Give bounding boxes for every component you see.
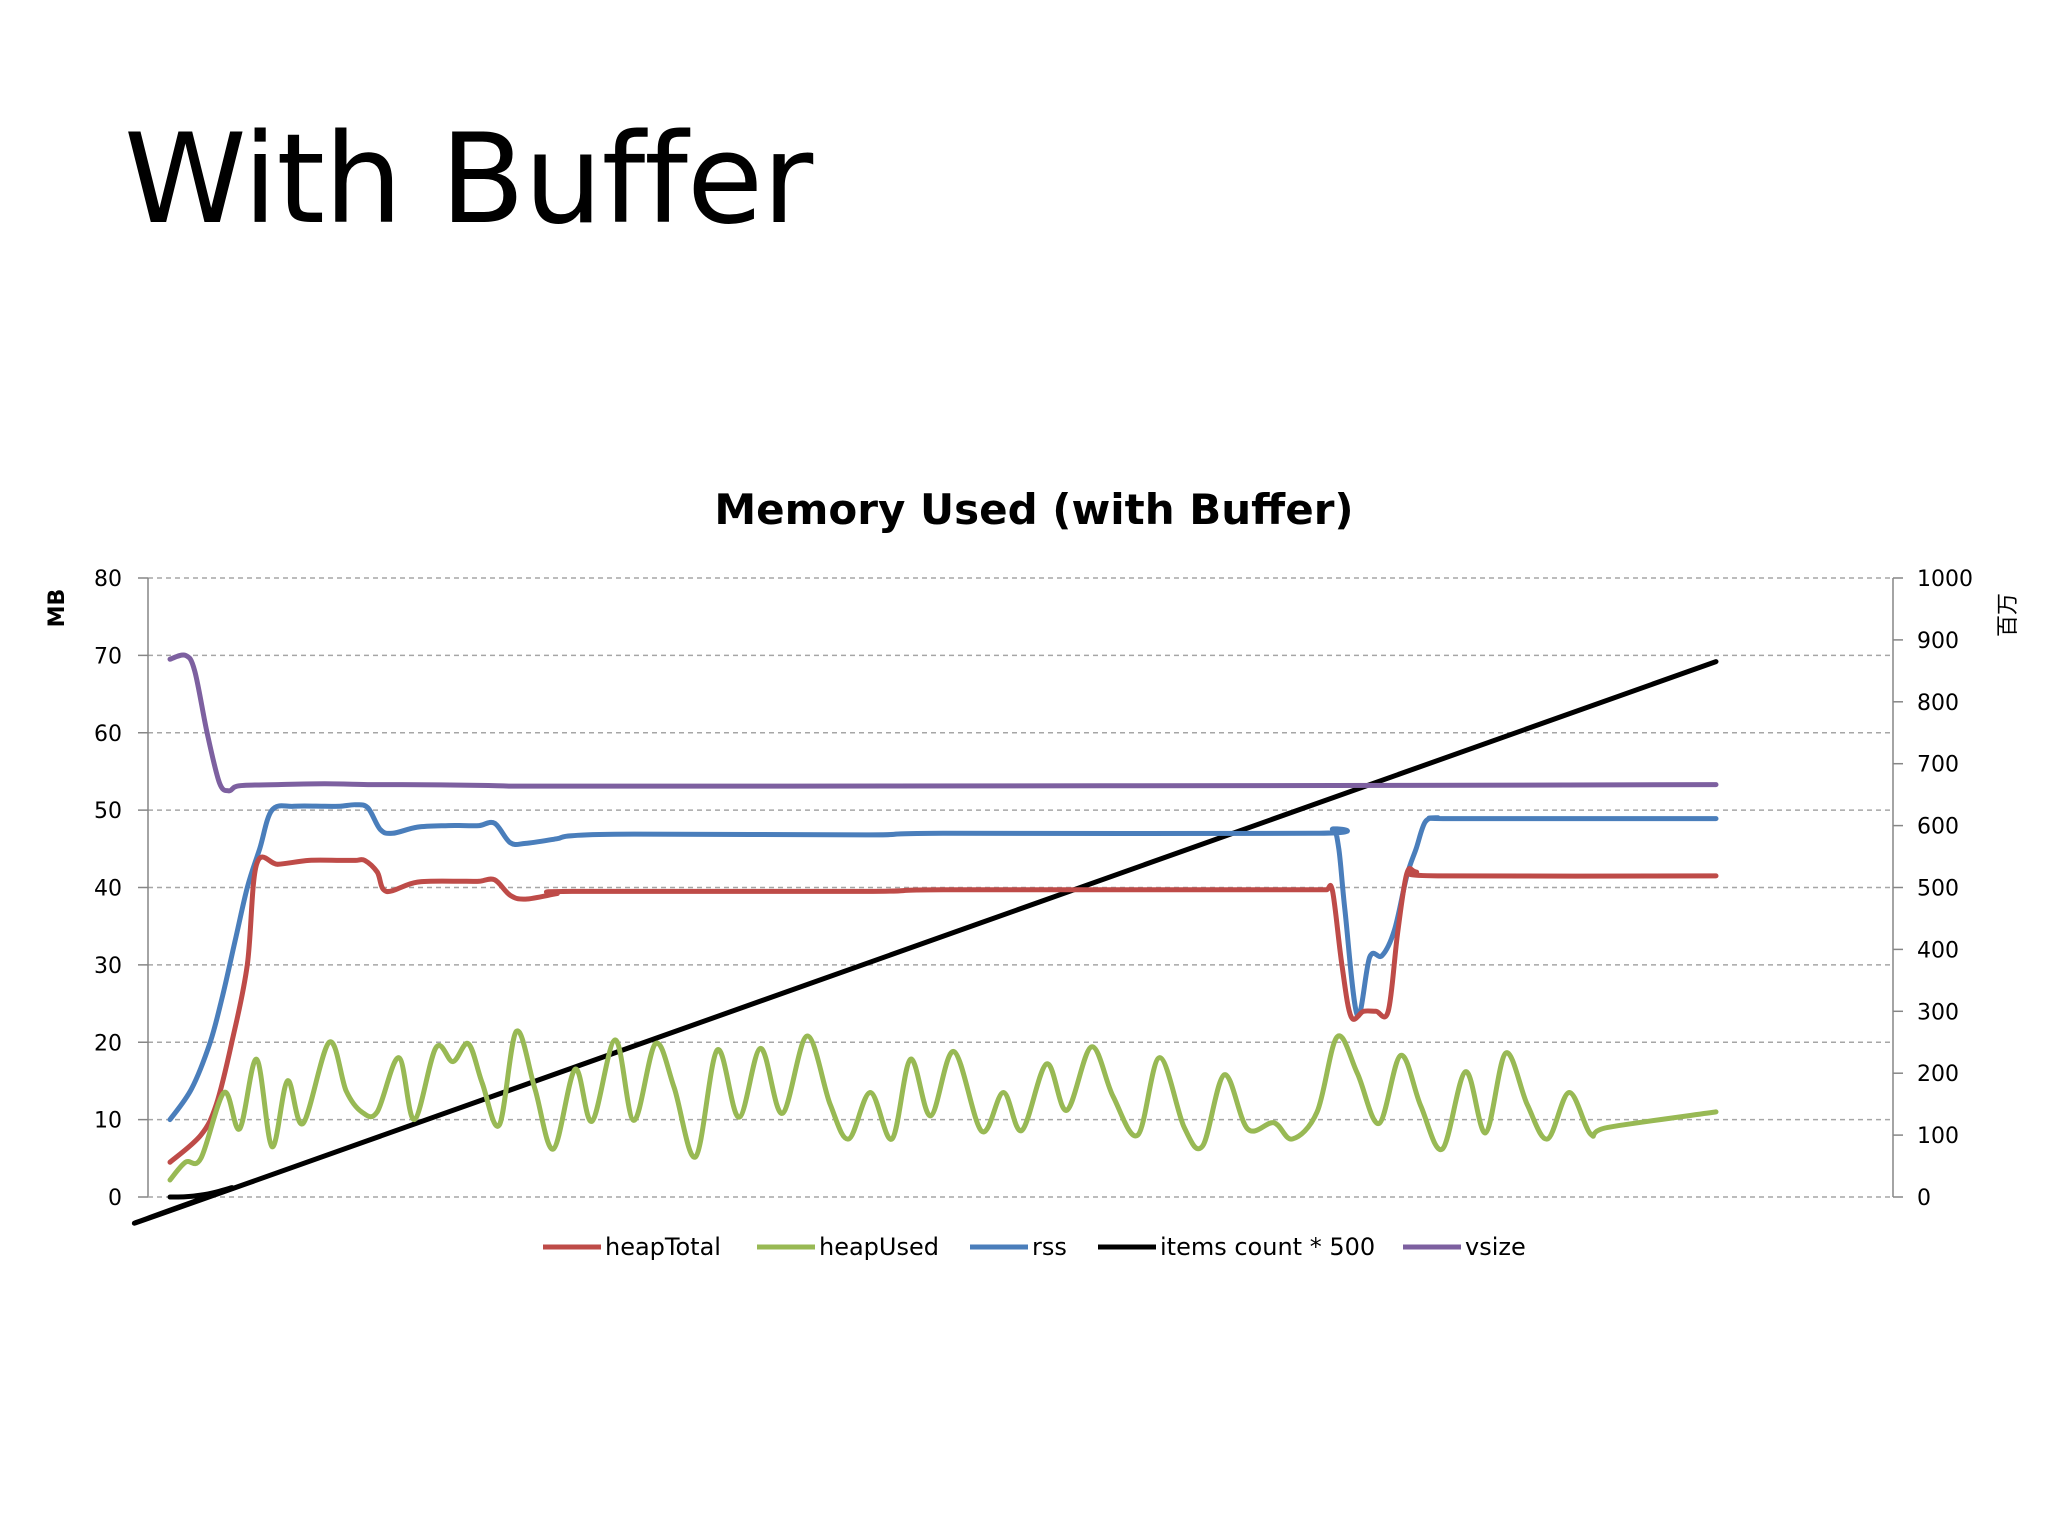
series-line-heapused bbox=[167, 1028, 1719, 1183]
y-tick-label: 30 bbox=[94, 954, 122, 979]
y-tick-label: 10 bbox=[94, 1109, 122, 1134]
y-tick-label: 70 bbox=[94, 644, 122, 669]
y-tick-label: 60 bbox=[94, 722, 122, 747]
y-tick-label: 0 bbox=[108, 1186, 122, 1211]
series-line-heaptotal bbox=[167, 854, 1719, 1165]
y2-tick-label: 1000 bbox=[1917, 567, 1973, 592]
y2-tick-label: 0 bbox=[1917, 1186, 1931, 1211]
y-axis-label: MB bbox=[45, 589, 70, 628]
y2-tick-label: 500 bbox=[1917, 877, 1959, 902]
legend-label-heaptotal: heapTotal bbox=[605, 1233, 721, 1261]
y2-tick-label: 300 bbox=[1917, 1000, 1959, 1025]
legend-label-rss: rss bbox=[1032, 1233, 1067, 1261]
y-tick-label: 20 bbox=[94, 1031, 122, 1056]
axes: 0102030405060708001002003004005006007008… bbox=[94, 567, 1973, 1211]
legend-label-items-count-500: items count * 500 bbox=[1160, 1233, 1375, 1261]
y-tick-label: 80 bbox=[94, 567, 122, 592]
y2-tick-label: 700 bbox=[1917, 753, 1959, 778]
y2-tick-label: 400 bbox=[1917, 938, 1959, 963]
series-line-items-count-500 bbox=[131, 659, 1719, 1226]
legend-label-heapused: heapUsed bbox=[819, 1233, 939, 1261]
series-line-rss bbox=[167, 802, 1719, 1123]
chart-title: Memory Used (with Buffer) bbox=[714, 485, 1353, 534]
y2-tick-label: 100 bbox=[1917, 1124, 1959, 1149]
gridlines bbox=[148, 577, 1893, 1121]
legend: heapTotal heapUsed rss items count * 500 vsi… bbox=[543, 1233, 1526, 1261]
series-line-vsize bbox=[167, 652, 1719, 794]
y2-tick-label: 200 bbox=[1917, 1062, 1959, 1087]
y2-tick-label: 800 bbox=[1917, 691, 1959, 716]
y-tick-label: 50 bbox=[94, 799, 122, 824]
y-tick-label: 40 bbox=[94, 877, 122, 902]
legend-label-vsize: vsize bbox=[1465, 1233, 1526, 1261]
y2-axis-label: 百万 bbox=[1996, 593, 2021, 637]
y2-tick-label: 900 bbox=[1917, 629, 1959, 654]
slide-title: With Buffer bbox=[124, 108, 813, 252]
series-lines bbox=[131, 652, 1719, 1226]
y2-tick-label: 600 bbox=[1917, 815, 1959, 840]
